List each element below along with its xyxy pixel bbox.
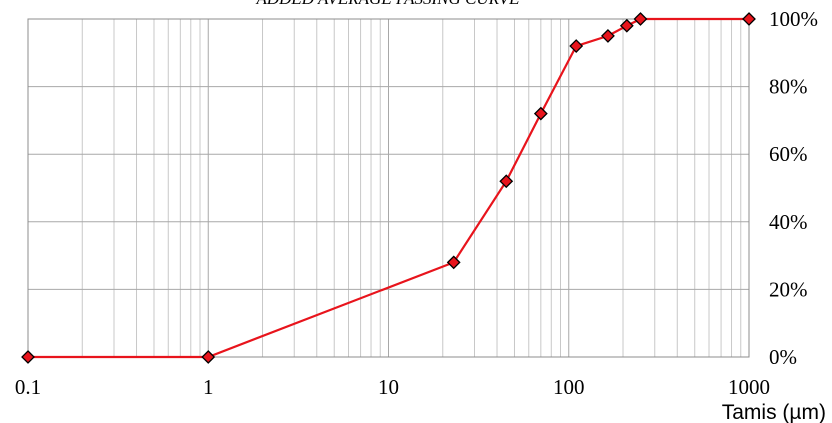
data-point xyxy=(633,12,648,26)
y-tick-labels: 0% 20% 40% 60% 80% 100% xyxy=(769,7,818,369)
series-line xyxy=(28,17,749,359)
x-tick-label: 100 xyxy=(553,375,585,399)
x-tick-label: 1 xyxy=(203,375,214,399)
x-tick-label: 0.1 xyxy=(15,375,41,399)
data-point xyxy=(742,12,756,26)
data-point xyxy=(201,350,216,364)
y-tick-label: 60% xyxy=(769,142,808,166)
y-tick-label: 40% xyxy=(769,210,808,234)
data-point xyxy=(601,28,615,43)
x-tick-label: 10 xyxy=(378,375,399,399)
data-point xyxy=(619,18,634,33)
data-point xyxy=(446,255,461,270)
x-tick-labels: 0.1 1 10 100 1000 xyxy=(15,375,770,399)
x-tick-label: 1000 xyxy=(728,375,770,399)
series-layer xyxy=(21,12,756,364)
y-tick-label: 80% xyxy=(769,75,808,99)
data-point xyxy=(21,350,35,364)
y-tick-label: 0% xyxy=(769,345,797,369)
grid xyxy=(27,18,750,358)
y-tick-label: 100% xyxy=(769,7,818,31)
y-tick-label: 20% xyxy=(769,277,808,301)
chart-title: ADDED AVERAGE PASSING CURVE xyxy=(255,0,520,8)
data-point xyxy=(499,174,514,189)
x-axis-label: Tamis (µm) xyxy=(722,401,826,423)
data-point xyxy=(533,106,548,121)
plot-area xyxy=(27,18,750,358)
data-point xyxy=(569,39,584,53)
